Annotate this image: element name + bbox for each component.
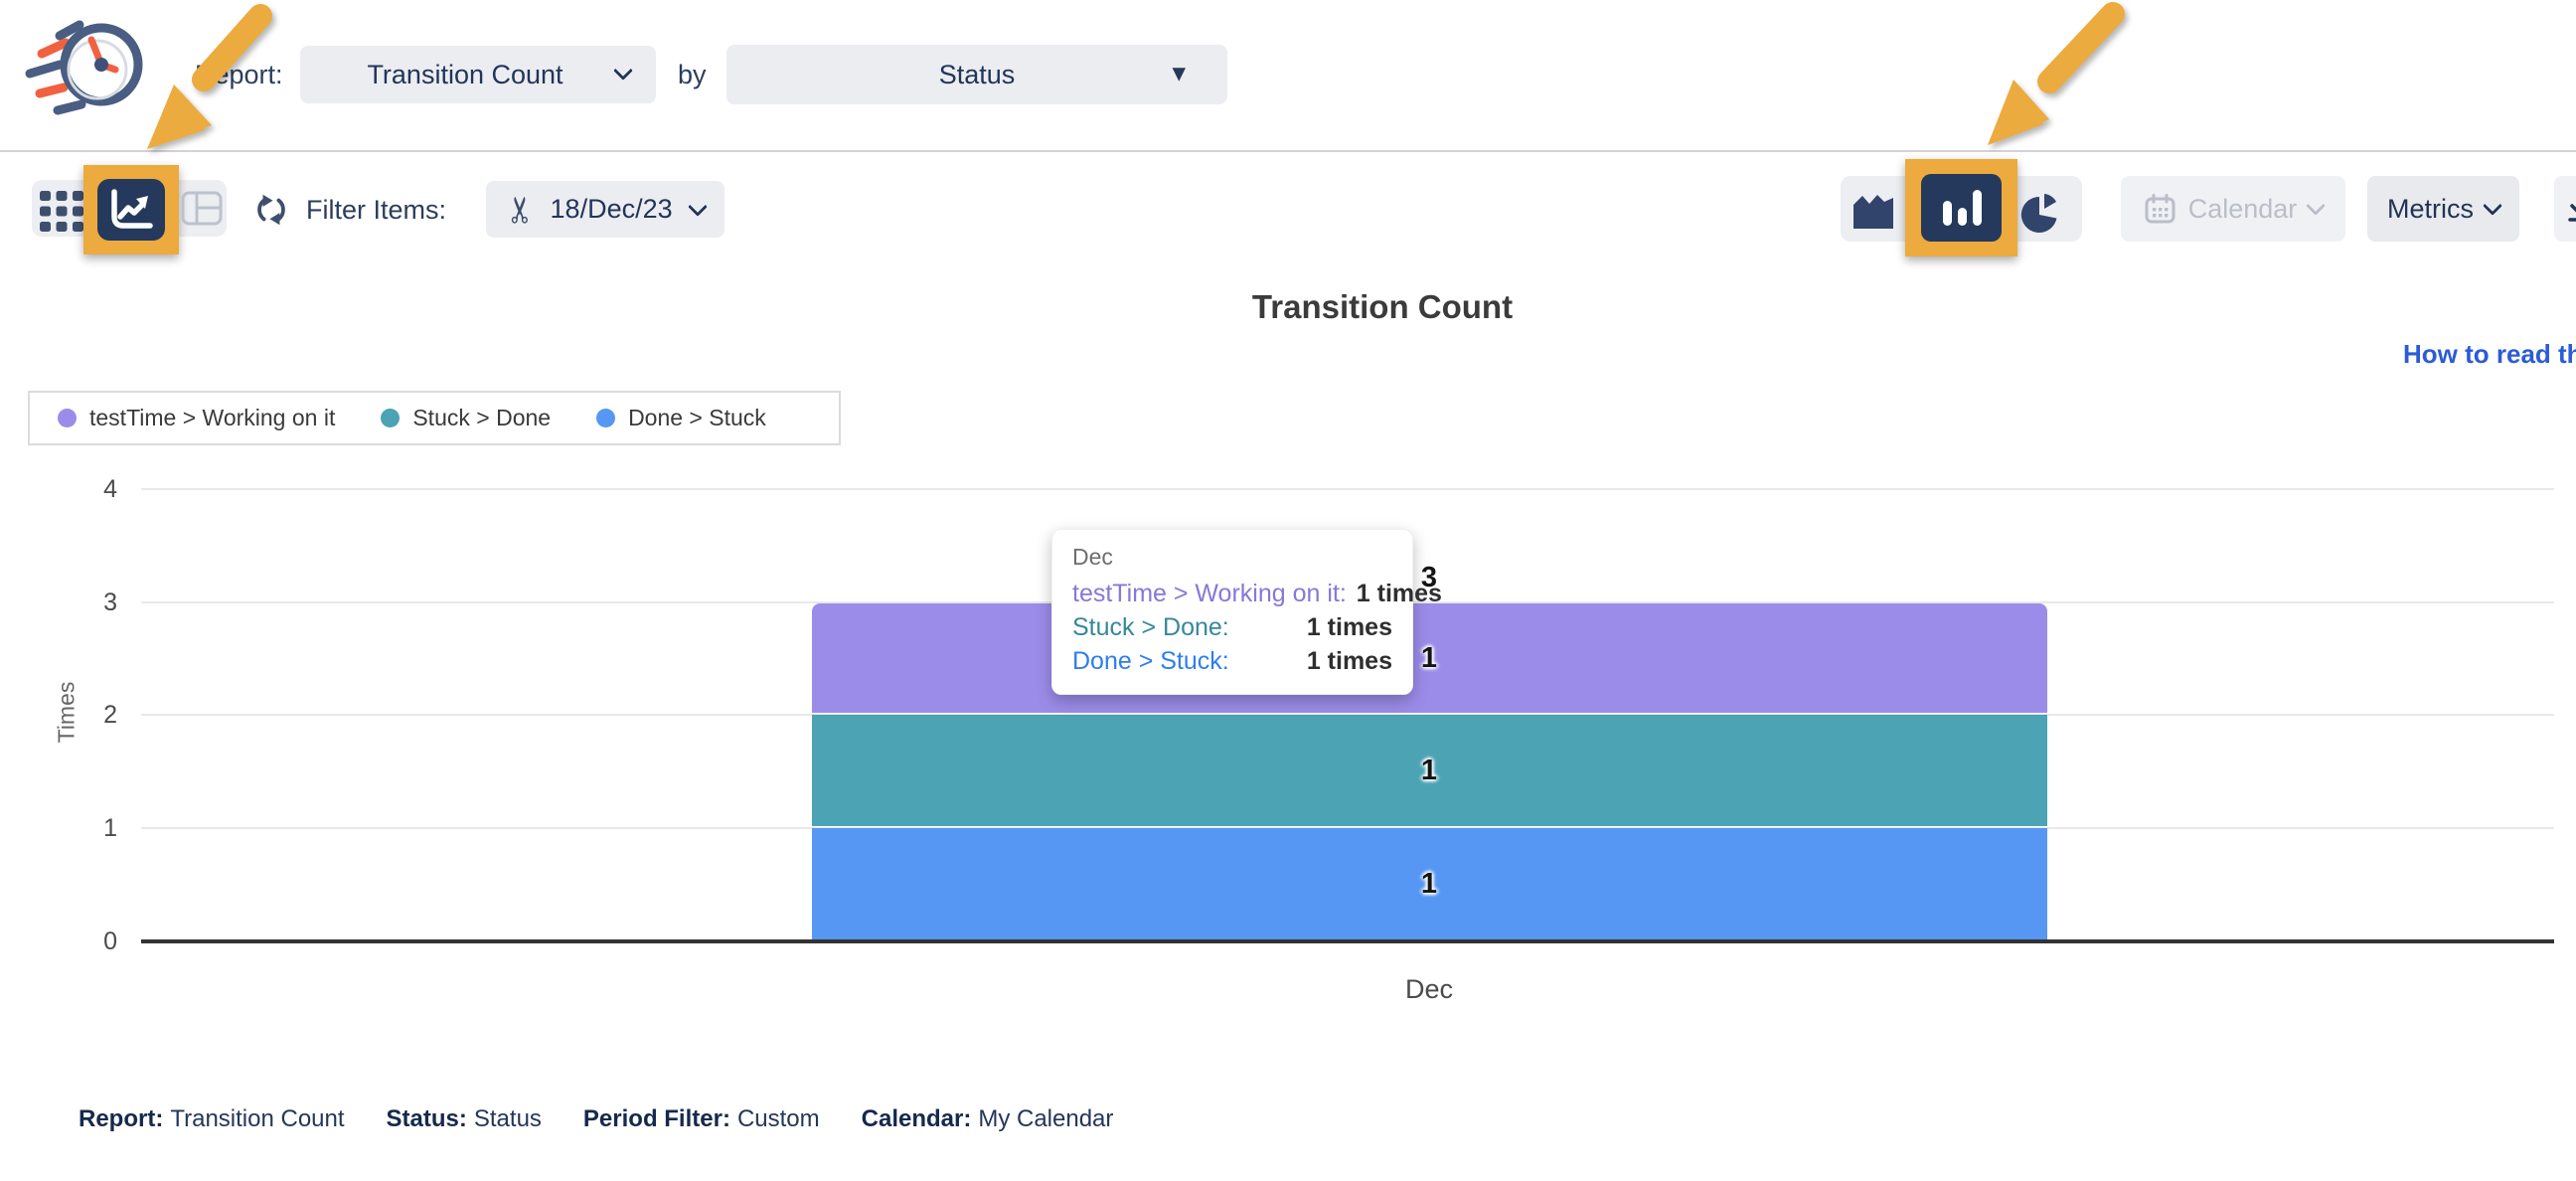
group-by-value: Status [938, 59, 1016, 89]
summary-item: Status: Status [386, 1105, 542, 1132]
refresh-icon[interactable] [252, 191, 290, 229]
legend-dot-teal [381, 409, 401, 427]
period-filter-value: 18/Dec/23 [550, 194, 673, 224]
legend-item[interactable]: Done > Stuck [596, 405, 766, 431]
y-tick-4: 4 [103, 475, 117, 503]
bar-value-label: 1 [1420, 642, 1438, 674]
y-tick-1: 1 [103, 814, 117, 842]
period-filter-dropdown[interactable]: ✂ 18/Dec/23 [486, 181, 724, 238]
legend-dot-purple [58, 409, 77, 427]
y-tick-0: 0 [103, 928, 117, 955]
right-callout-arrow [1988, 2, 2125, 145]
legend-label: Stuck > Done [412, 405, 552, 430]
tooltip-row: Done > Stuck: 1 times [1072, 644, 1392, 678]
y-tick-3: 3 [103, 589, 117, 616]
calendar-dropdown[interactable]: Calendar [2121, 176, 2345, 242]
chart-tooltip: Dec testTime > Working on it: 1 times St… [1051, 529, 1442, 695]
scissors-icon: ✂ [500, 194, 542, 225]
legend-label: testTime > Working on it [89, 405, 336, 430]
header-divider [0, 150, 2576, 152]
tooltip-row: Stuck > Done: 1 times [1072, 610, 1392, 644]
how-to-read-link[interactable]: How to read th [2403, 339, 2576, 369]
table-view-icon[interactable] [181, 191, 223, 227]
pie-chart-icon[interactable] [2019, 191, 2061, 235]
filter-items-label: Filter Items: [306, 195, 447, 225]
report-type-value: Transition Count [367, 59, 564, 89]
calendar-label: Calendar [2187, 193, 2298, 224]
report-type-dropdown[interactable]: Transition Count [300, 46, 656, 103]
bar-chart-icon [1943, 190, 1982, 226]
area-chart-icon[interactable] [1851, 189, 1896, 231]
tooltip-series-label: Stuck > Done: [1072, 613, 1229, 641]
group-by-dropdown[interactable]: Status ▾ [726, 45, 1227, 104]
tooltip-series-value: 1 times [1306, 647, 1392, 675]
report-label: Report: [195, 60, 283, 89]
tooltip-series-value: 1 times [1356, 580, 1442, 607]
line-chart-icon [111, 189, 153, 229]
download-icon [2568, 204, 2576, 222]
chevron-down-icon [613, 61, 633, 81]
tooltip-series-label: Done > Stuck: [1072, 647, 1229, 675]
chart-view-button[interactable] [97, 179, 165, 241]
y-tick-2: 2 [103, 701, 117, 729]
app-logo [25, 20, 143, 115]
chart-view-highlight [83, 165, 179, 254]
summary-item: Period Filter: Custom [582, 1105, 820, 1132]
bar-total-label: 3 [1420, 562, 1438, 593]
export-button-partial[interactable] [2554, 176, 2576, 242]
bar-segment-blue[interactable] [812, 828, 2047, 939]
grid-view-icon[interactable] [40, 191, 83, 233]
tooltip-row: testTime > Working on it: 1 times [1072, 577, 1442, 610]
bar-chart-button[interactable] [1921, 174, 2002, 242]
report-summary: Report: Transition Count Status: Status Pe… [79, 1105, 1113, 1133]
chart-legend: testTime > Working on it Stuck > Done Do… [28, 391, 841, 445]
metrics-label: Metrics [2387, 193, 2474, 224]
x-axis-line [141, 939, 2554, 943]
bar-value-label: 1 [1420, 868, 1438, 900]
bar-segment-teal[interactable] [812, 715, 2047, 826]
triangle-down-icon: ▾ [1172, 58, 1186, 87]
bar-chart-highlight [1905, 159, 2017, 256]
tooltip-series-label: testTime > Working on it: [1072, 580, 1347, 607]
bar-value-label: 1 [1420, 755, 1438, 786]
legend-item[interactable]: testTime > Working on it [58, 405, 335, 431]
legend-item[interactable]: Stuck > Done [381, 405, 551, 431]
tooltip-series-value: 1 times [1306, 613, 1392, 641]
gridline [141, 488, 2554, 490]
bar-segment-purple[interactable] [812, 603, 2047, 713]
x-tick-label: Dec [1404, 974, 1454, 1004]
summary-item: Report: Transition Count [79, 1105, 345, 1132]
summary-item: Calendar: My Calendar [861, 1105, 1114, 1132]
legend-label: Done > Stuck [628, 405, 766, 430]
calendar-icon [2145, 193, 2175, 223]
by-label: by [678, 60, 707, 89]
chevron-down-icon [2306, 196, 2327, 216]
chevron-down-icon [687, 196, 708, 217]
tooltip-title: Dec [1072, 544, 1113, 570]
legend-dot-blue [596, 409, 616, 427]
metrics-dropdown[interactable]: Metrics [2367, 176, 2519, 242]
chevron-down-icon [2483, 196, 2502, 216]
chart-title: Transition Count [1251, 288, 1514, 325]
